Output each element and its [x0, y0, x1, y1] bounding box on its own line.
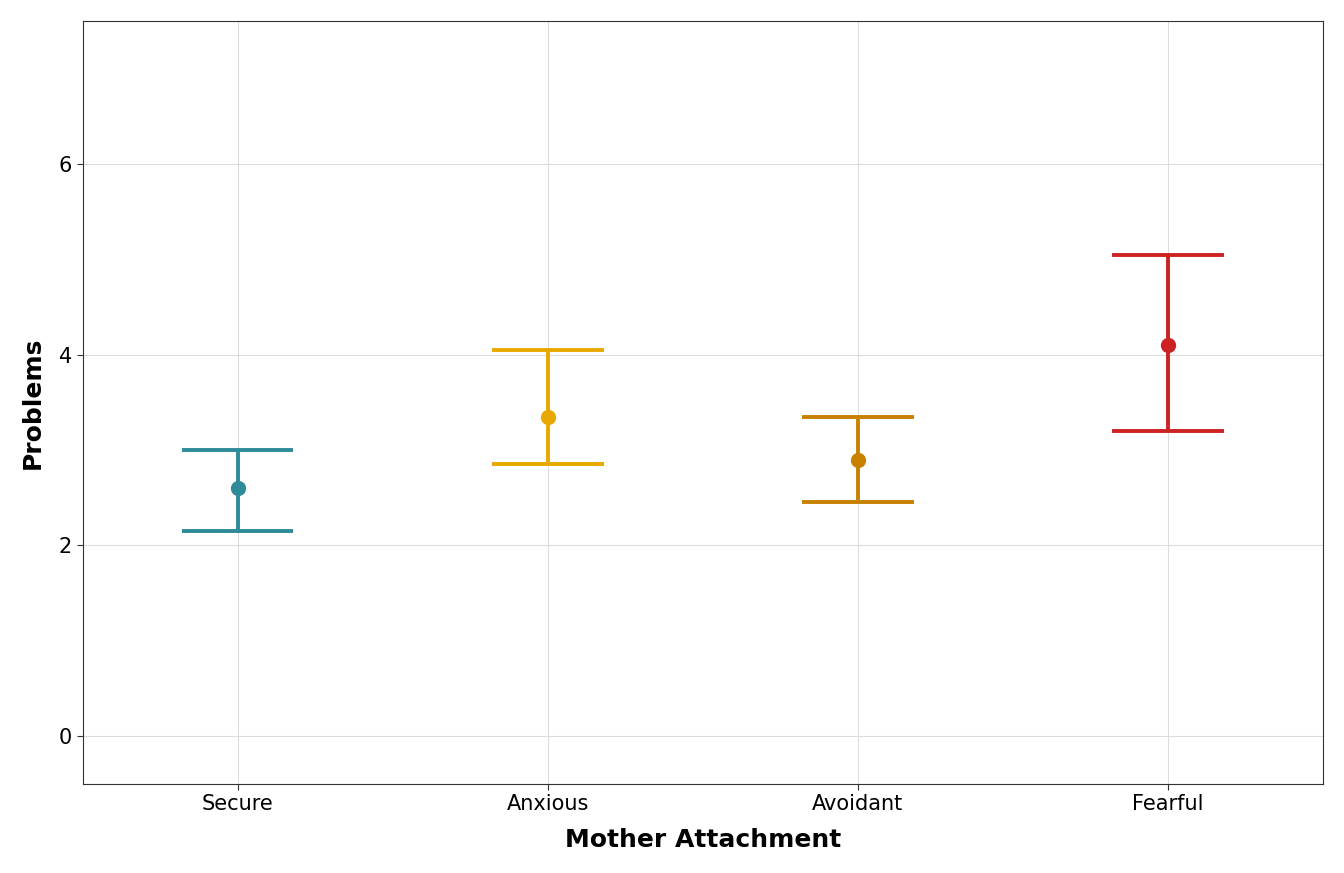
Y-axis label: Problems: Problems	[22, 336, 44, 469]
X-axis label: Mother Attachment: Mother Attachment	[564, 828, 841, 852]
